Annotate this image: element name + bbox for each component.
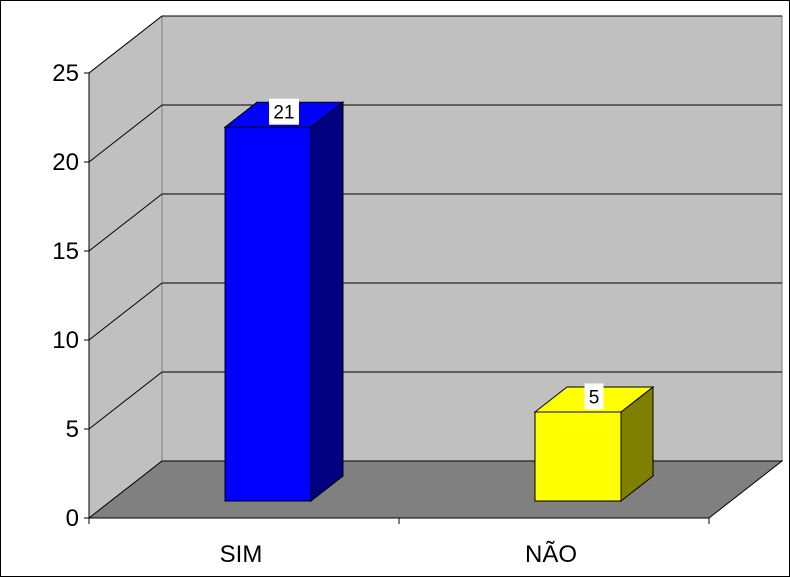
gridline-side: [88, 193, 163, 252]
floor: [87, 460, 784, 519]
x-tick-label: SIM: [220, 541, 263, 568]
gridline-side: [88, 282, 163, 341]
data-label-box: [584, 383, 604, 410]
y-tick-label: 5: [66, 416, 79, 443]
y-tick-label: 25: [52, 60, 79, 87]
y-tick-label: 15: [52, 238, 79, 265]
y-tick-label: 20: [52, 149, 79, 176]
bar-1: [223, 101, 345, 503]
gridline-side: [88, 371, 163, 430]
y-tick-label: 10: [52, 327, 79, 354]
data-label-box: [269, 98, 299, 125]
side-wall: [88, 14, 163, 520]
y-tick-label: 0: [66, 505, 79, 532]
data-label: 5: [589, 388, 600, 409]
gridline-side: [88, 15, 163, 74]
x-tick-label: NÃO: [525, 541, 577, 568]
bar-front: [224, 126, 312, 502]
data-label: 21: [273, 103, 294, 124]
bar-side: [310, 101, 344, 503]
bar-front: [534, 411, 622, 502]
gridline-side: [88, 104, 163, 163]
